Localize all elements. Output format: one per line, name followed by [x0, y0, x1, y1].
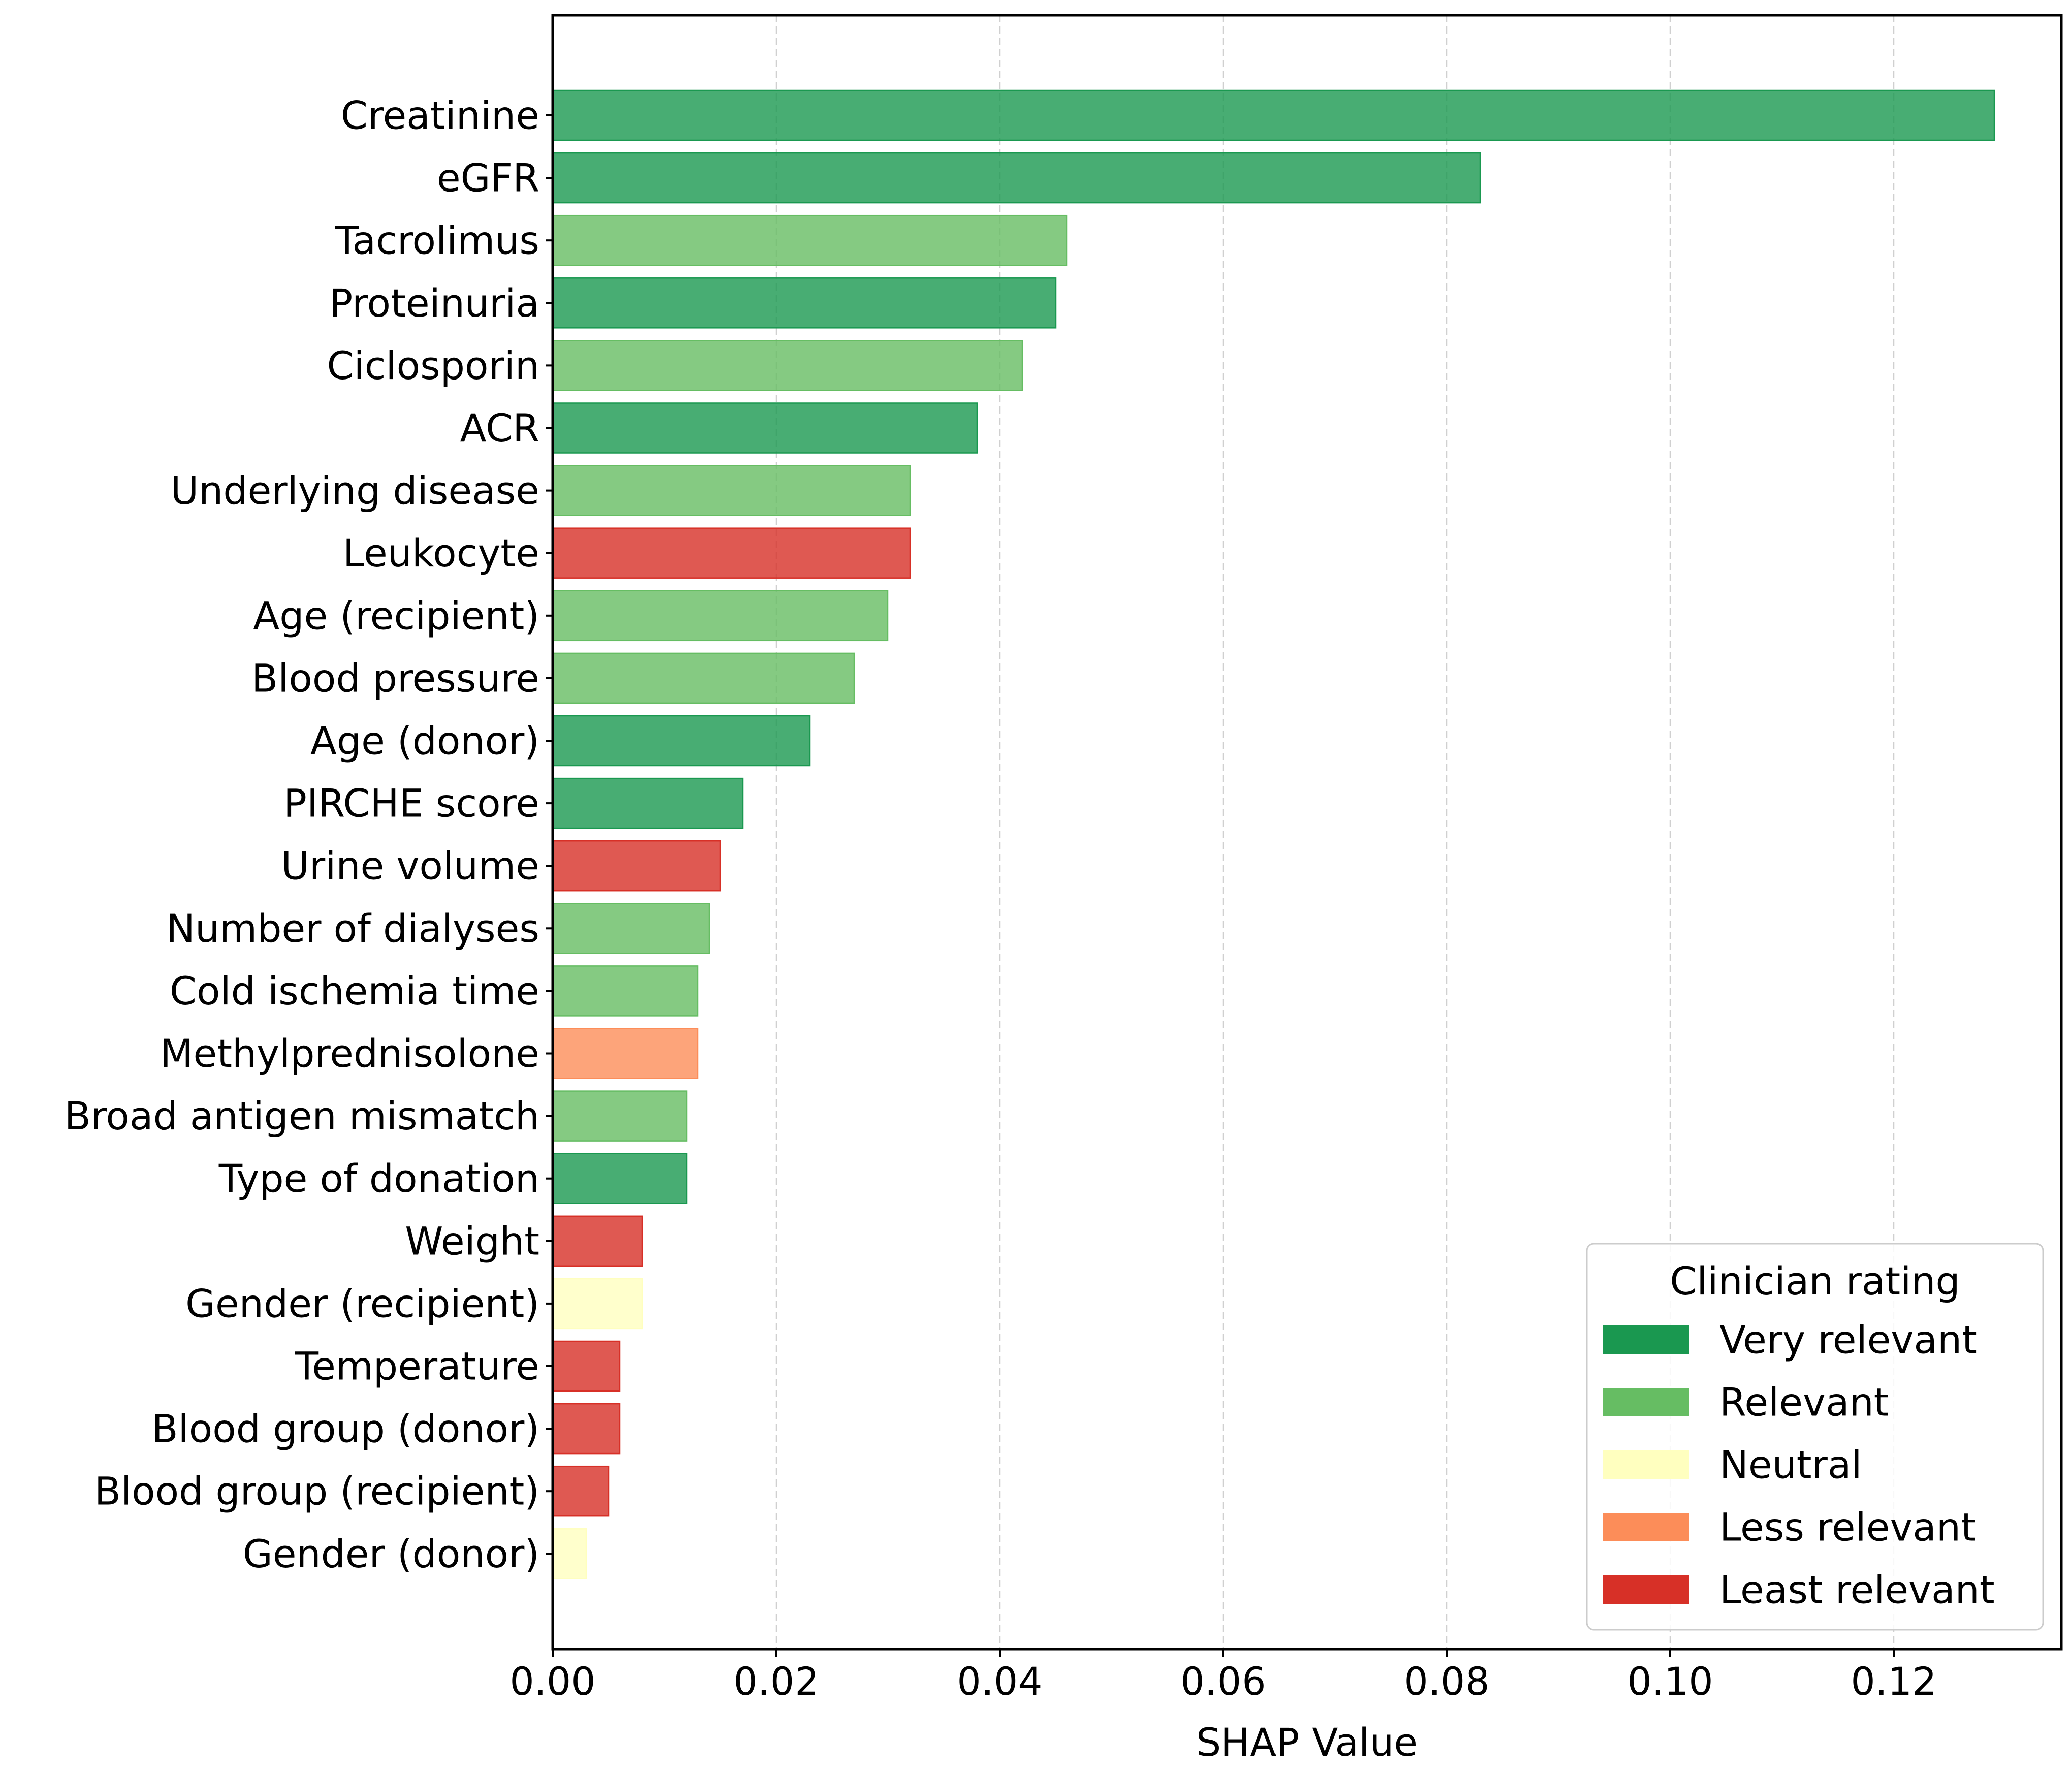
legend-label: Very relevant [1719, 1317, 1977, 1363]
category-label: Gender (donor) [243, 1531, 539, 1576]
bar [552, 1340, 621, 1392]
category-label: Temperature [295, 1344, 539, 1389]
bar [552, 1403, 621, 1455]
legend-label: Least relevant [1719, 1567, 1995, 1613]
bar [552, 1215, 643, 1267]
bar [552, 652, 855, 704]
bar [552, 1528, 587, 1579]
category-label: Weight [405, 1218, 539, 1263]
legend: Clinician rating Very relevant Relevant Neu… [1586, 1243, 2044, 1631]
category-label: Blood group (recipient) [94, 1469, 539, 1514]
x-tick-label: 0.08 [1404, 1659, 1489, 1704]
category-label: Underlying disease [171, 468, 539, 513]
bar [552, 840, 721, 892]
category-label: Methylprednisolone [160, 1031, 539, 1076]
category-label: Age (recipient) [253, 593, 539, 638]
x-tick-label: 0.10 [1627, 1659, 1713, 1704]
bar [552, 214, 1068, 266]
category-label: Blood pressure [251, 655, 539, 701]
category-label: PIRCHE score [283, 781, 539, 826]
legend-label: Relevant [1719, 1380, 1889, 1425]
category-labels: Creatinine eGFR Tacrolimus Proteinuria Ciclo… [65, 93, 553, 1576]
category-label: Type of donation [218, 1156, 539, 1201]
bar [552, 527, 911, 579]
bar [552, 903, 710, 954]
category-label: Ciclosporin [327, 343, 539, 388]
x-axis-label: SHAP Value [1196, 1720, 1418, 1765]
legend-swatch [1603, 1575, 1689, 1604]
bar [552, 89, 1995, 141]
category-label: Age (donor) [310, 718, 539, 764]
bar [552, 340, 1023, 391]
category-label: Blood group (donor) [152, 1406, 540, 1451]
x-ticks: 0.00 0.02 0.04 0.06 0.08 0.10 0.12 [509, 1649, 1937, 1704]
x-tick-label: 0.04 [957, 1659, 1042, 1704]
legend-label: Less relevant [1719, 1505, 1976, 1550]
bar [552, 152, 1481, 204]
bar [552, 1090, 688, 1142]
category-label: Tacrolimus [335, 218, 539, 263]
x-tick-label: 0.12 [1851, 1659, 1936, 1704]
x-tick-label: 0.00 [509, 1659, 595, 1704]
bars [552, 89, 1995, 1579]
bar [552, 777, 744, 829]
category-label: Creatinine [341, 93, 539, 138]
category-label: Broad antigen mismatch [65, 1093, 539, 1139]
bar [552, 465, 911, 516]
category-label: Leukocyte [343, 530, 539, 576]
category-label: Proteinuria [329, 280, 539, 326]
bar [552, 402, 978, 454]
bar [552, 590, 889, 642]
category-label: Urine volume [281, 843, 539, 889]
category-label: Gender (recipient) [185, 1281, 539, 1326]
legend-title: Clinician rating [1670, 1258, 1960, 1304]
category-label: ACR [460, 405, 539, 451]
legend-swatch [1603, 1388, 1689, 1416]
legend-swatch [1603, 1325, 1689, 1354]
bar [552, 1028, 699, 1079]
category-label: Cold ischemia time [170, 968, 539, 1014]
bar [552, 965, 699, 1017]
category-label: Number of dialyses [166, 906, 539, 951]
legend-label: Neutral [1719, 1442, 1862, 1488]
legend-swatch [1603, 1450, 1689, 1479]
x-tick-label: 0.06 [1180, 1659, 1266, 1704]
bar [552, 1465, 610, 1517]
legend-box [1586, 1243, 2044, 1631]
x-tick-label: 0.02 [733, 1659, 819, 1704]
plot-frame [551, 14, 2063, 1651]
legend-swatch [1603, 1513, 1689, 1541]
bar [552, 1278, 643, 1330]
bar [552, 1153, 688, 1204]
bar [552, 277, 1057, 329]
category-label: eGFR [437, 155, 539, 201]
bar [552, 715, 811, 767]
